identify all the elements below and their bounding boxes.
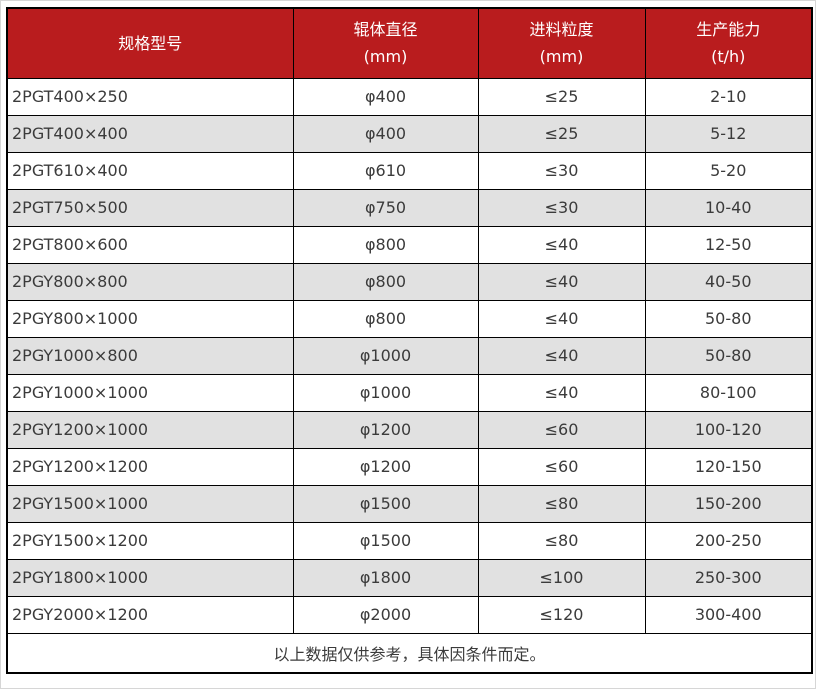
capacity-cell: 150-200 bbox=[644, 484, 813, 523]
feed-size-cell: ≤25 bbox=[477, 114, 646, 153]
feed-size-cell: ≤40 bbox=[477, 299, 646, 338]
diameter-cell: φ1500 bbox=[292, 521, 479, 560]
model-cell: 2PGY1500×1200 bbox=[6, 521, 294, 560]
model-cell: 2PGT800×600 bbox=[6, 225, 294, 264]
table-row: 2PGY1200×1200 φ1200 ≤60 120-150 bbox=[6, 447, 813, 486]
feed-size-cell: ≤30 bbox=[477, 188, 646, 227]
table-row: 2PGY1000×800 φ1000 ≤40 50-80 bbox=[6, 336, 813, 375]
capacity-cell: 200-250 bbox=[644, 521, 813, 560]
diameter-cell: φ400 bbox=[292, 77, 479, 116]
table-row: 2PGT610×400 φ610 ≤30 5-20 bbox=[6, 151, 813, 190]
model-cell: 2PGY800×1000 bbox=[6, 299, 294, 338]
diameter-cell: φ750 bbox=[292, 188, 479, 227]
feed-size-cell: ≤40 bbox=[477, 225, 646, 264]
table-row: 2PGY800×800 φ800 ≤40 40-50 bbox=[6, 262, 813, 301]
table-row: 2PGY2000×1200 φ2000 ≤120 300-400 bbox=[6, 595, 813, 634]
table-footer: 以上数据仅供参考，具体因条件而定。 bbox=[6, 632, 813, 674]
header-feed-size-label: 进料粒度 bbox=[529, 20, 594, 40]
model-cell: 2PGY2000×1200 bbox=[6, 595, 294, 634]
diameter-cell: φ1200 bbox=[292, 447, 479, 486]
header-model: 规格型号 bbox=[6, 7, 294, 79]
header-roller-diameter-unit: (mm) bbox=[363, 47, 408, 67]
model-cell: 2PGY1000×800 bbox=[6, 336, 294, 375]
diameter-cell: φ800 bbox=[292, 225, 479, 264]
diameter-cell: φ1500 bbox=[292, 484, 479, 523]
table-row: 2PGY1200×1000 φ1200 ≤60 100-120 bbox=[6, 410, 813, 449]
diameter-cell: φ610 bbox=[292, 151, 479, 190]
feed-size-cell: ≤100 bbox=[477, 558, 646, 597]
table-row: 2PGT800×600 φ800 ≤40 12-50 bbox=[6, 225, 813, 264]
header-capacity-unit: (t/h) bbox=[711, 47, 746, 67]
model-cell: 2PGY1200×1200 bbox=[6, 447, 294, 486]
capacity-cell: 120-150 bbox=[644, 447, 813, 486]
capacity-cell: 2-10 bbox=[644, 77, 813, 116]
diameter-cell: φ1000 bbox=[292, 336, 479, 375]
model-cell: 2PGY1500×1000 bbox=[6, 484, 294, 523]
table-row: 2PGT400×250 φ400 ≤25 2-10 bbox=[6, 77, 813, 116]
model-cell: 2PGY800×800 bbox=[6, 262, 294, 301]
feed-size-cell: ≤120 bbox=[477, 595, 646, 634]
feed-size-cell: ≤40 bbox=[477, 336, 646, 375]
feed-size-cell: ≤60 bbox=[477, 447, 646, 486]
table-row: 2PGY1800×1000 φ1800 ≤100 250-300 bbox=[6, 558, 813, 597]
header-capacity: 生产能力 (t/h) bbox=[644, 7, 813, 79]
feed-size-cell: ≤60 bbox=[477, 410, 646, 449]
model-cell: 2PGT400×250 bbox=[6, 77, 294, 116]
capacity-cell: 50-80 bbox=[644, 299, 813, 338]
header-feed-size: 进料粒度 (mm) bbox=[477, 7, 646, 79]
header-roller-diameter-label: 辊体直径 bbox=[353, 20, 418, 40]
capacity-cell: 10-40 bbox=[644, 188, 813, 227]
header-feed-size-unit: (mm) bbox=[539, 47, 584, 67]
feed-size-cell: ≤25 bbox=[477, 77, 646, 116]
capacity-cell: 80-100 bbox=[644, 373, 813, 412]
feed-size-cell: ≤30 bbox=[477, 151, 646, 190]
model-cell: 2PGT750×500 bbox=[6, 188, 294, 227]
table-row: 2PGT750×500 φ750 ≤30 10-40 bbox=[6, 188, 813, 227]
diameter-cell: φ2000 bbox=[292, 595, 479, 634]
model-cell: 2PGT610×400 bbox=[6, 151, 294, 190]
capacity-cell: 5-12 bbox=[644, 114, 813, 153]
feed-size-cell: ≤40 bbox=[477, 262, 646, 301]
table-body: 2PGT400×250 φ400 ≤25 2-10 2PGT400×400 φ4… bbox=[6, 77, 813, 634]
capacity-cell: 300-400 bbox=[644, 595, 813, 634]
header-roller-diameter: 辊体直径 (mm) bbox=[292, 7, 479, 79]
capacity-cell: 250-300 bbox=[644, 558, 813, 597]
model-cell: 2PGT400×400 bbox=[6, 114, 294, 153]
header-model-label: 规格型号 bbox=[118, 33, 183, 53]
diameter-cell: φ800 bbox=[292, 299, 479, 338]
table-row: 2PGT400×400 φ400 ≤25 5-12 bbox=[6, 114, 813, 153]
capacity-cell: 40-50 bbox=[644, 262, 813, 301]
header-row: 规格型号 辊体直径 (mm) 进料粒度 (mm) 生产能力 (t/h) bbox=[6, 7, 813, 79]
header-capacity-label: 生产能力 bbox=[696, 20, 761, 40]
feed-size-cell: ≤80 bbox=[477, 484, 646, 523]
table-row: 2PGY800×1000 φ800 ≤40 50-80 bbox=[6, 299, 813, 338]
diameter-cell: φ1000 bbox=[292, 373, 479, 412]
table-header: 规格型号 辊体直径 (mm) 进料粒度 (mm) 生产能力 (t/h) bbox=[6, 7, 813, 79]
spec-table: 规格型号 辊体直径 (mm) 进料粒度 (mm) 生产能力 (t/h) 2PGT… bbox=[6, 7, 813, 674]
table-row: 2PGY1500×1000 φ1500 ≤80 150-200 bbox=[6, 484, 813, 523]
diameter-cell: φ1200 bbox=[292, 410, 479, 449]
footnote-text: 以上数据仅供参考，具体因条件而定。 bbox=[6, 632, 813, 674]
capacity-cell: 50-80 bbox=[644, 336, 813, 375]
diameter-cell: φ1800 bbox=[292, 558, 479, 597]
table-row: 2PGY1500×1200 φ1500 ≤80 200-250 bbox=[6, 521, 813, 560]
model-cell: 2PGY1000×1000 bbox=[6, 373, 294, 412]
model-cell: 2PGY1800×1000 bbox=[6, 558, 294, 597]
footnote-row: 以上数据仅供参考，具体因条件而定。 bbox=[6, 632, 813, 674]
model-cell: 2PGY1200×1000 bbox=[6, 410, 294, 449]
table-row: 2PGY1000×1000 φ1000 ≤40 80-100 bbox=[6, 373, 813, 412]
feed-size-cell: ≤80 bbox=[477, 521, 646, 560]
capacity-cell: 5-20 bbox=[644, 151, 813, 190]
feed-size-cell: ≤40 bbox=[477, 373, 646, 412]
capacity-cell: 12-50 bbox=[644, 225, 813, 264]
diameter-cell: φ400 bbox=[292, 114, 479, 153]
capacity-cell: 100-120 bbox=[644, 410, 813, 449]
diameter-cell: φ800 bbox=[292, 262, 479, 301]
